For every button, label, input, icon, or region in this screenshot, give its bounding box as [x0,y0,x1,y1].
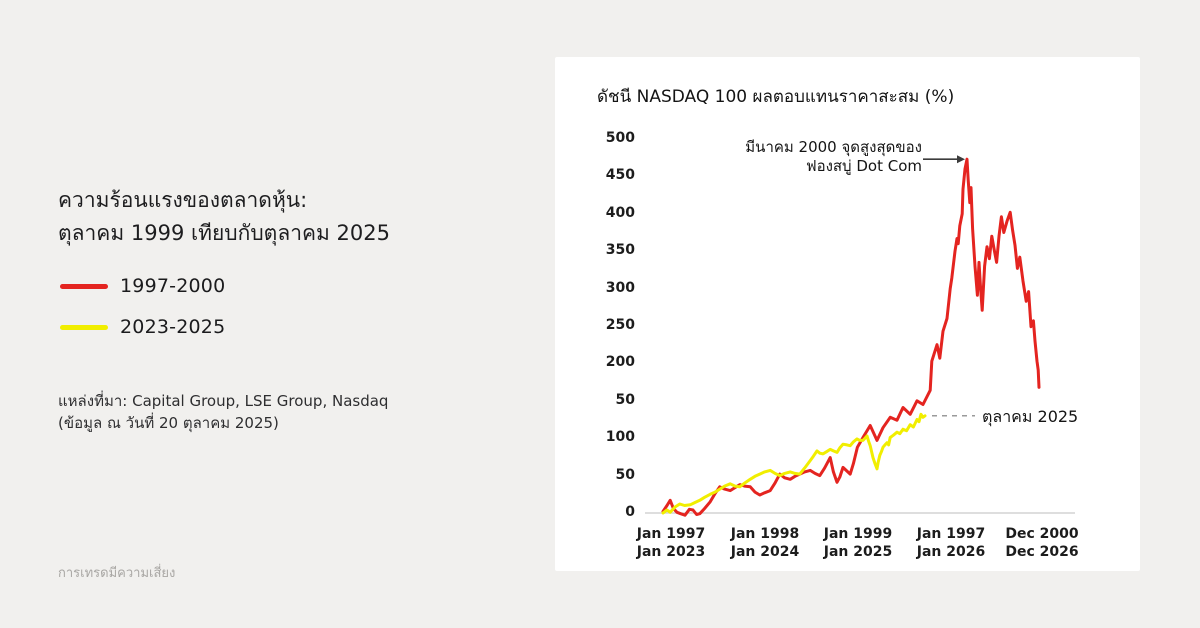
y-tick-label: 250 [605,317,635,333]
y-tick-label: 100 [605,429,635,445]
x-tick-label: Jan 1999 Jan 2025 [816,525,900,561]
legend-item-2023-2025: 2023-2025 [60,313,225,341]
legend-label: 2023-2025 [120,316,226,338]
dotcom-peak-annotation-line2: ฟองสบู่ Dot Com [805,157,922,176]
x-tick-era1: Jan 1997 [916,526,986,542]
y-tick-label: 50 [615,467,635,483]
chart-card: ดัชนี NASDAQ 100 ผลตอบแทนราคาสะสม (%) 50… [555,57,1140,571]
y-tick-label: 0 [625,504,635,520]
chart-legend: 1997-2000 2023-2025 [60,272,225,354]
y-tick-label: 200 [605,354,635,370]
october-2025-annotation: ตุลาคม 2025 [982,406,1079,426]
x-tick-label: Jan 1997 Jan 2026 [909,525,993,561]
page-title-line1: ความร้อนแรงของตลาดหุ้น: [58,188,308,212]
annotation-arrowhead-icon [957,155,965,164]
red-line-swatch [60,283,108,289]
source-line1: แหล่งที่มา: Capital Group, LSE Group, Na… [58,392,389,410]
y-tick-label: 450 [605,167,635,183]
dotcom-peak-annotation: มีนาคม 2000 จุดสูงสุดของ ฟองสบู่ Dot Com [745,138,922,176]
x-tick-era2: Jan 2025 [823,544,893,560]
source-line2: (ข้อมูล ณ วันที่ 20 ตุลาคม 2025) [58,414,279,432]
x-tick-label: Jan 1998 Jan 2024 [723,525,807,561]
x-tick-era2: Dec 2026 [1005,544,1079,560]
chart-title: ดัชนี NASDAQ 100 ผลตอบแทนราคาสะสม (%) [597,87,955,107]
x-tick-label: Jan 1997 Jan 2023 [629,525,713,561]
x-tick-era1: Dec 2000 [1005,526,1079,542]
x-tick-era2: Jan 2023 [636,544,706,560]
y-tick-label: 350 [605,242,635,258]
page-title-line2: ตุลาคม 1999 เทียบกับตุลาคม 2025 [58,221,390,245]
risk-disclaimer: การเทรดมีความเสี่ยง [58,566,176,581]
dotcom-peak-annotation-line1: มีนาคม 2000 จุดสูงสุดของ [745,138,922,157]
x-tick-era1: Jan 1999 [823,526,893,542]
series-line-1997-2000 [661,157,1041,517]
y-tick-label: 400 [605,205,635,221]
x-tick-era2: Jan 2024 [730,544,800,560]
y-tick-label: 300 [605,280,635,296]
x-tick-era1: Jan 1997 [636,526,706,542]
yellow-line-swatch [60,324,108,330]
legend-label: 1997-2000 [120,275,226,297]
x-tick-label: Dec 2000 Dec 2026 [1000,525,1084,561]
series-line-2023-2025 [661,412,927,515]
line-chart [645,155,1075,517]
y-tick-label: 50 [615,392,635,408]
y-tick-label: 500 [605,130,635,146]
source-attribution: แหล่งที่มา: Capital Group, LSE Group, Na… [58,390,388,434]
x-tick-era2: Jan 2026 [916,544,986,560]
x-tick-era1: Jan 1998 [730,526,800,542]
page-title: ความร้อนแรงของตลาดหุ้น: ตุลาคม 1999 เทีย… [58,184,390,250]
legend-item-1997-2000: 1997-2000 [60,272,225,300]
left-panel: ความร้อนแรงของตลาดหุ้น: ตุลาคม 1999 เทีย… [58,0,518,628]
